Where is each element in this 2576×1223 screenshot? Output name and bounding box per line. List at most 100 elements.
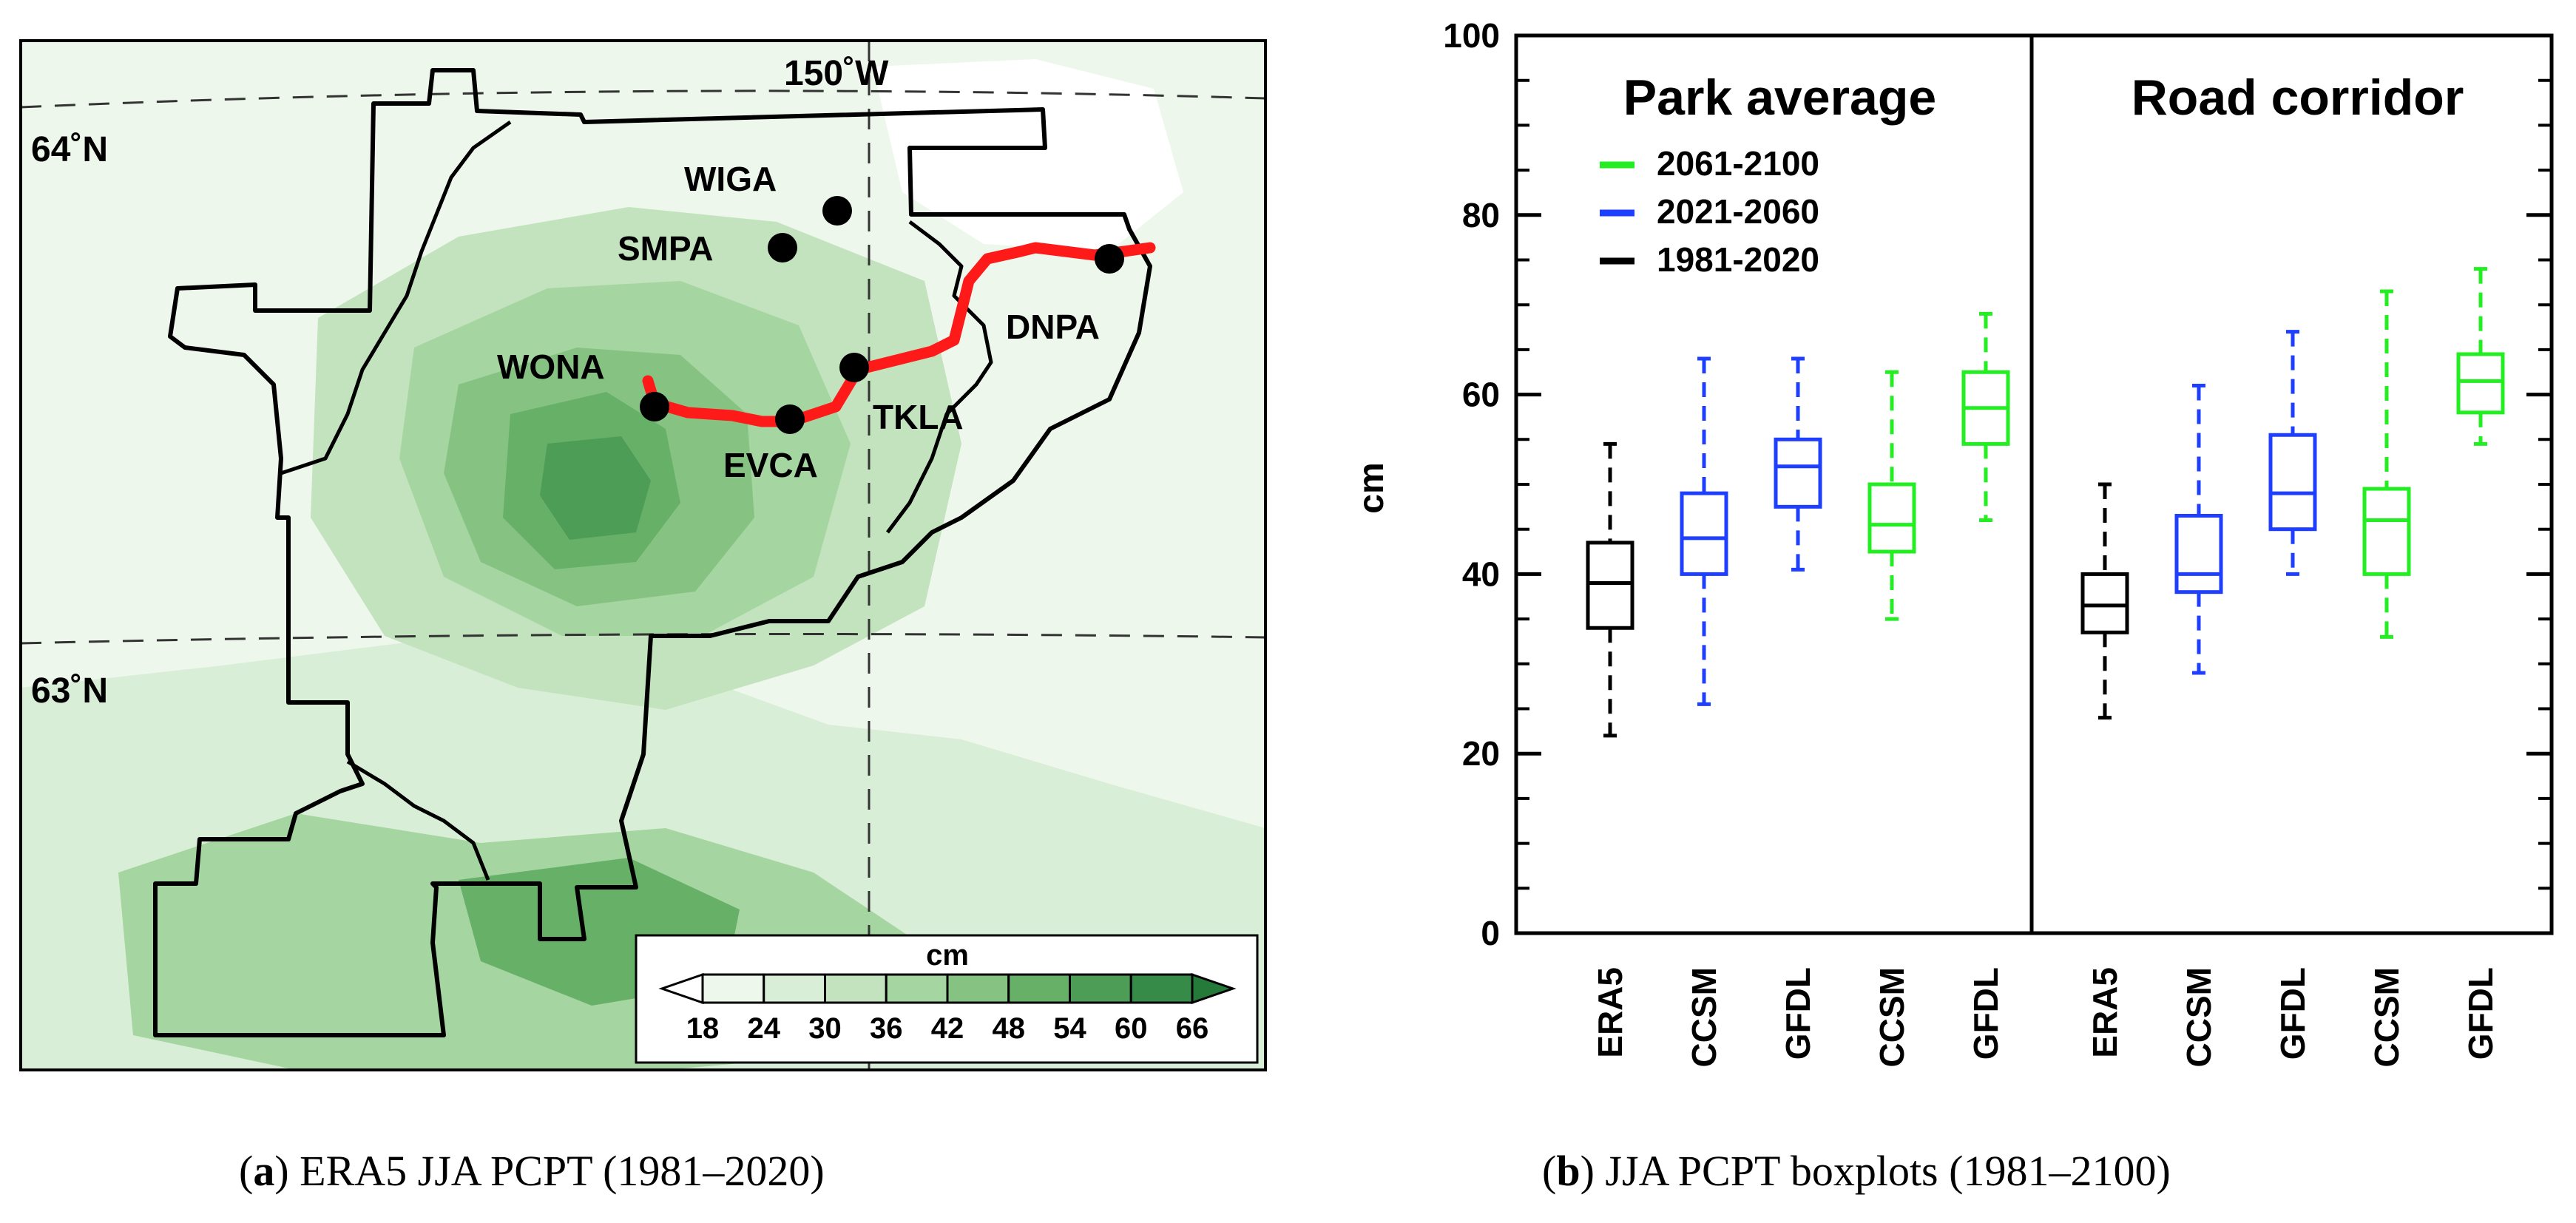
group-title: Park average: [1623, 70, 1936, 126]
lat-label-64n: 64˚N: [31, 130, 108, 169]
iqr-box: [1680, 491, 1728, 576]
y-tick-label: 20: [1462, 734, 1500, 773]
box-road-corridor-ccsm: [2362, 289, 2411, 639]
y-tick-label: 40: [1462, 555, 1500, 593]
box-park-average-ccsm: [1867, 370, 1916, 621]
station-label: SMPA: [618, 229, 714, 268]
iqr-box: [2080, 572, 2129, 634]
y-tick-label: 80: [1462, 196, 1500, 234]
lon-label: 150˚W: [784, 54, 889, 93]
colorbar: cm 18 24 30 36 42 48 54 60 66: [635, 934, 1259, 1064]
colorbar-tick-label: 24: [748, 1012, 781, 1045]
precip-contours: [21, 41, 1265, 1070]
colorbar-cell: [885, 973, 949, 1004]
x-tick-label: CCSM: [2367, 967, 2406, 1067]
colorbar-tick-label: 54: [1053, 1012, 1086, 1045]
box-park-average-era5: [1586, 441, 1634, 738]
x-tick-label: CCSM: [2180, 967, 2218, 1067]
colorbar-cell: [1007, 973, 1071, 1004]
colorbar-unit: cm: [926, 939, 969, 972]
colorbar-cell: [701, 973, 765, 1004]
station-wiga-marker: [822, 196, 852, 226]
legend-label: 1981-2020: [1657, 240, 1819, 279]
contour-level-10: [873, 59, 1183, 251]
colorbar-cell: [1129, 973, 1194, 1004]
colorbar-cell: [824, 973, 888, 1004]
station-evca-marker: [775, 404, 805, 434]
y-tick-label: 100: [1443, 16, 1500, 55]
legend-label: 2061-2100: [1657, 144, 1819, 183]
y-axis: 0 20 40 60 80 100: [1443, 16, 2552, 952]
legend-label: 2021-2060: [1657, 192, 1819, 231]
box-road-corridor-era5: [2080, 482, 2129, 720]
park-road: [642, 242, 1156, 427]
box-park-average-ccsm: [1680, 356, 1728, 706]
lat-line-63n: [20, 633, 1266, 645]
caption-a-text: ERA5 JJA PCPT (1981–2020): [289, 1147, 825, 1195]
contour-level-7: [540, 436, 651, 540]
colorbar-tick-label: 48: [993, 1012, 1026, 1045]
x-tick-labels: ERA5 CCSM GFDL CCSM GFDL ERA5 CCSM GFDL CCSM GFDL: [1591, 967, 2500, 1067]
station-labels: WIGA SMPA WONA EVCA TKLA DNPA: [497, 160, 1100, 484]
iqr-box: [2268, 433, 2317, 532]
colorbar-high-arrow: [1191, 972, 1237, 1005]
lat-line-64n: [20, 89, 1266, 109]
colorbar-tick-label: 36: [870, 1012, 903, 1045]
x-tick-label: ERA5: [2086, 967, 2124, 1058]
iqr-box: [2456, 352, 2505, 415]
station-label: WIGA: [684, 160, 777, 198]
x-tick-label: ERA5: [1591, 967, 1629, 1058]
station-smpa-marker: [768, 233, 797, 262]
box-park-average-gfdl: [1774, 356, 1822, 572]
preserve-boundary: [280, 120, 993, 881]
contour-level-11: [81, 44, 281, 222]
colorbar-tick-label: 66: [1176, 1012, 1209, 1045]
lat-label-63n: 63˚N: [31, 671, 108, 711]
box-road-corridor-gfdl: [2456, 267, 2505, 446]
iqr-box: [1586, 541, 1634, 630]
graticule: [20, 41, 1266, 1070]
group-title: Road corridor: [2132, 70, 2464, 126]
caption-a-letter: a: [253, 1147, 274, 1195]
station-label: DNPA: [1006, 308, 1100, 346]
box-road-corridor-ccsm: [2174, 383, 2223, 675]
boxplot-panel: 0 20 40 60 80 100 cm Park average Road corrid…: [1352, 16, 2554, 1067]
y-tick-label: 0: [1481, 914, 1500, 952]
park-boundary: [153, 68, 1152, 1037]
station-markers: [640, 196, 1124, 434]
x-tick-label: GFDL: [1779, 967, 1817, 1060]
station-label: WONA: [497, 348, 605, 386]
caption-b-text: JJA PCPT boxplots (1981–2100): [1595, 1147, 2171, 1195]
x-tick-label: GFDL: [2274, 967, 2312, 1060]
station-label: TKLA: [873, 398, 964, 436]
station-wona-marker: [640, 392, 669, 421]
colorbar-ticks: 18 24 30 36 42 48 54 60 66: [686, 1012, 1209, 1045]
station-label: EVCA: [723, 446, 818, 484]
iqr-box: [2174, 513, 2223, 594]
y-tick-label: 60: [1462, 376, 1500, 414]
map-frame: [19, 39, 1267, 1071]
caption-b: (b) JJA PCPT boxplots (1981–2100): [1542, 1147, 2171, 1195]
y-axis-label: cm: [1352, 462, 1391, 513]
colorbar-cell: [946, 973, 1010, 1004]
colorbar-cells: [658, 972, 1237, 1005]
caption-b-letter: b: [1556, 1147, 1580, 1195]
box-park-average-gfdl: [1961, 311, 2010, 523]
caption-a: (a) ERA5 JJA PCPT (1981–2020): [239, 1147, 825, 1195]
boxes: [1586, 267, 2505, 738]
map-panel: WIGA SMPA WONA EVCA TKLA DNPA 150˚W 64˚N…: [19, 39, 1267, 1071]
colorbar-cell: [1069, 973, 1132, 1004]
iqr-box: [2362, 487, 2411, 576]
colorbar-cell: [763, 973, 826, 1004]
colorbar-tick-label: 30: [808, 1012, 842, 1045]
x-tick-label: CCSM: [1873, 967, 1911, 1067]
colorbar-tick-label: 60: [1115, 1012, 1148, 1045]
colorbar-tick-label: 18: [686, 1012, 720, 1045]
x-tick-label: GFDL: [1967, 967, 2005, 1060]
x-tick-label: CCSM: [1685, 967, 1723, 1067]
iqr-box: [1867, 482, 1916, 554]
iqr-box: [1774, 437, 1822, 509]
station-dnpa-marker: [1095, 244, 1124, 274]
plot-frame: [1514, 33, 2554, 935]
